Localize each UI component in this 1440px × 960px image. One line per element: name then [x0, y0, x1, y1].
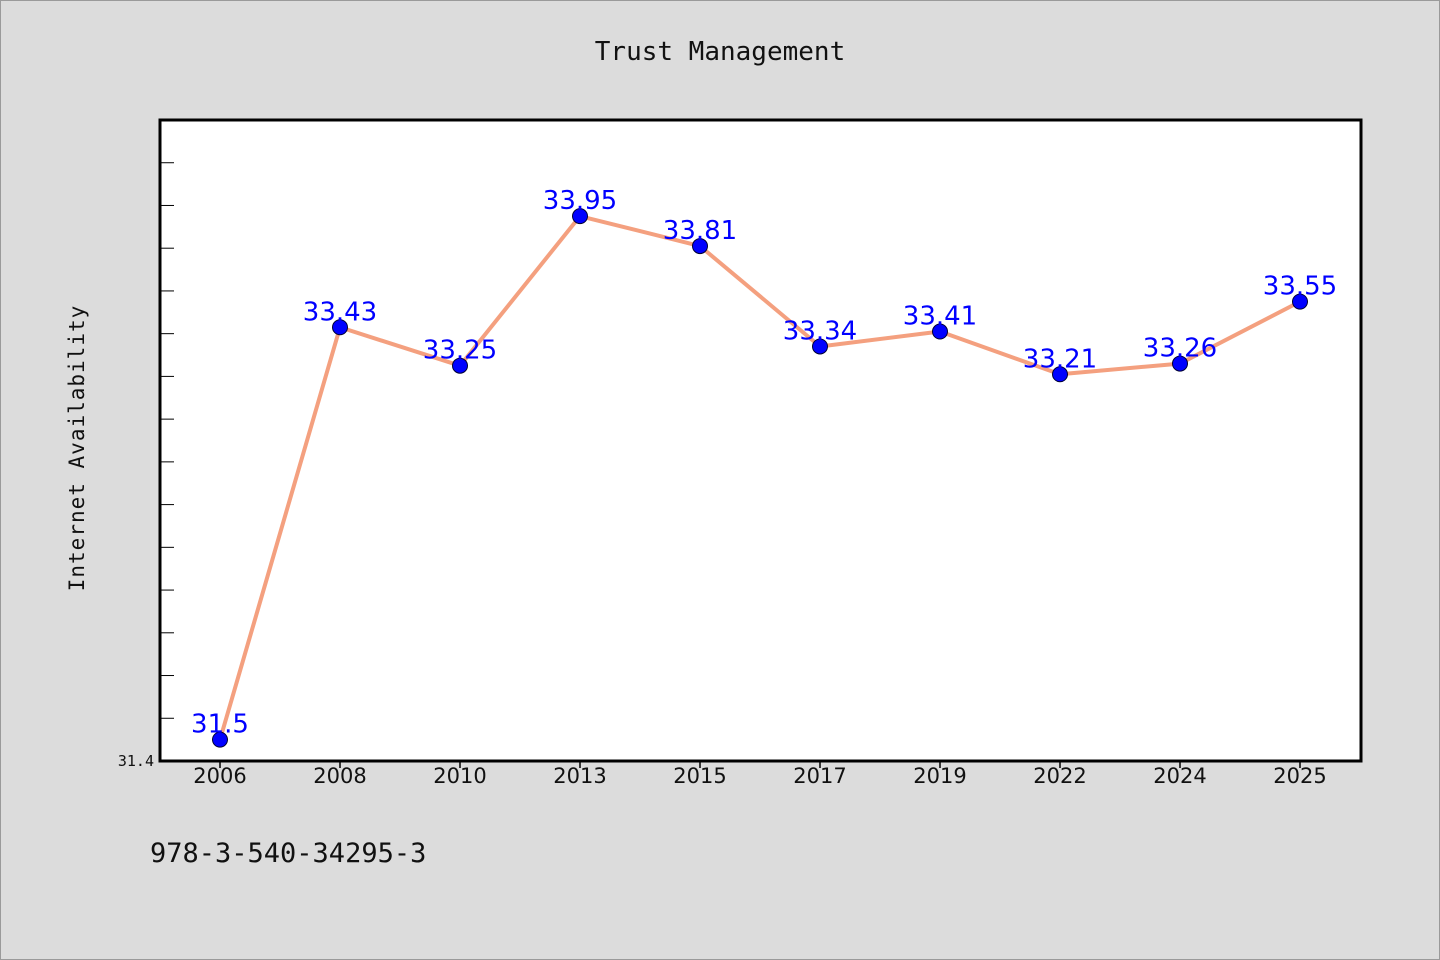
data-point: [572, 208, 588, 225]
x-tick-label: 2013: [553, 764, 606, 788]
data-point: [1052, 366, 1068, 383]
x-tick-label: 2006: [193, 764, 246, 788]
data-point: [812, 338, 828, 355]
data-label: 33.43: [303, 297, 377, 327]
data-point: [692, 238, 708, 255]
x-tick-label: 2008: [313, 764, 366, 788]
y-tick-label: 31.4: [118, 752, 154, 770]
y-axis-label: Internet Availability: [65, 305, 89, 592]
x-tick-label: 2017: [793, 764, 846, 788]
x-tick-label: 2025: [1273, 764, 1326, 788]
series-line: [218, 214, 1302, 742]
data-label: 33.21: [1023, 344, 1097, 374]
x-ticks: 2006 2008 2010 2013 2015 2017 2019 2022 2024 2025: [193, 761, 1327, 788]
data-label: 33.34: [783, 316, 857, 346]
data-point: [1292, 293, 1308, 310]
data-point: [332, 319, 348, 336]
x-tick-label: 2022: [1033, 764, 1086, 788]
x-tick-label: 2024: [1153, 764, 1206, 788]
plot-border: [158, 118, 1363, 763]
footer-text: 978-3-540-34295-3: [150, 838, 426, 869]
x-tick-label: 2015: [673, 764, 726, 788]
chart-title: Trust Management: [595, 37, 845, 67]
data-point: [212, 731, 228, 748]
data-label: 33.55: [1263, 272, 1337, 302]
data-point: [932, 323, 948, 340]
data-label: 33.25: [423, 336, 497, 366]
data-label: 31.5: [191, 710, 249, 740]
data-label: 33.26: [1143, 334, 1217, 364]
data-label: 33.95: [543, 186, 617, 216]
x-tick-label: 2010: [433, 764, 486, 788]
data-label: 33.81: [663, 216, 737, 246]
plot-area: [160, 120, 1361, 761]
y-ticks: 31.4: [118, 162, 174, 770]
x-tick-label: 2019: [913, 764, 966, 788]
data-point: [452, 357, 468, 374]
series-group: 31.5 33.43 33.25 33.95 33.81 33.34 33.41 33.21 3…: [191, 186, 1337, 748]
data-point: [1172, 355, 1188, 372]
data-label: 33.41: [903, 302, 977, 332]
